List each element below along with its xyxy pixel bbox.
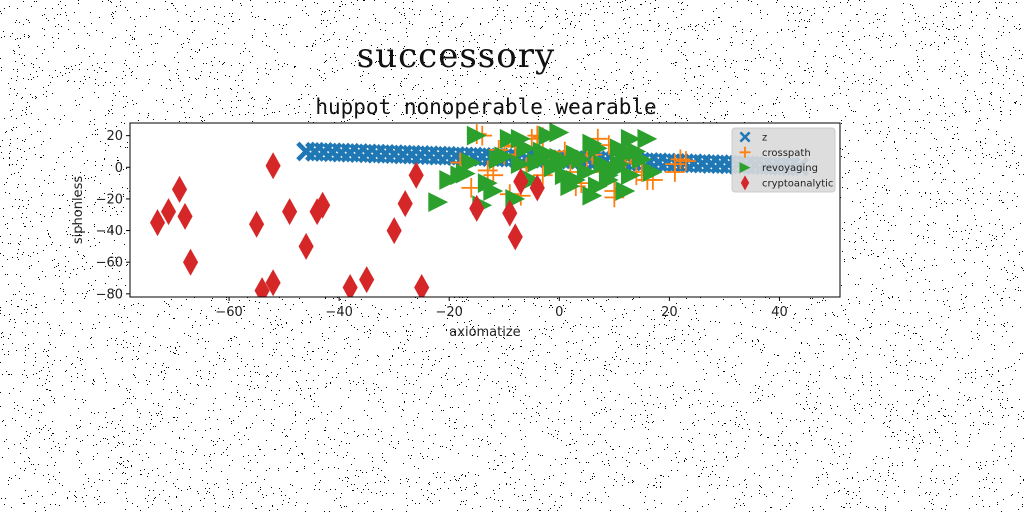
point-revoyaging-5 bbox=[499, 128, 520, 149]
point-revoyaging-46 bbox=[587, 176, 608, 197]
point-cryptoanalytic-9 bbox=[282, 198, 298, 226]
point-revoyaging-38 bbox=[620, 165, 641, 186]
point-revoyaging-41 bbox=[582, 185, 603, 206]
point-cryptoanalytic-10 bbox=[298, 232, 314, 260]
point-cryptoanalytic-15 bbox=[386, 217, 402, 245]
point-cryptoanalytic-4 bbox=[182, 248, 199, 276]
figure-suptitle: successory bbox=[356, 36, 556, 76]
markers-group bbox=[149, 123, 810, 297]
x-tick-label: −20 bbox=[436, 305, 463, 320]
point-revoyaging-25 bbox=[538, 144, 559, 165]
point-revoyaging-19 bbox=[642, 162, 663, 182]
point-crosspath-23 bbox=[477, 160, 498, 181]
point-revoyaging-17 bbox=[620, 128, 641, 149]
point-revoyaging-13 bbox=[576, 162, 597, 182]
x-tick-label: 40 bbox=[771, 305, 788, 320]
y-tick-label: −80 bbox=[96, 287, 123, 302]
point-cryptoanalytic-18 bbox=[414, 274, 430, 297]
legend-label-z: z bbox=[762, 133, 767, 144]
point-cryptoanalytic-21 bbox=[507, 223, 523, 251]
point-revoyaging-48 bbox=[637, 128, 658, 149]
point-crosspath-41 bbox=[664, 162, 685, 182]
point-cryptoanalytic-5 bbox=[249, 210, 265, 238]
point-revoyaging-39 bbox=[494, 146, 515, 167]
point-revoyaging-27 bbox=[571, 149, 592, 170]
point-revoyaging-7 bbox=[521, 170, 542, 190]
y-axis-label: siphonless bbox=[71, 176, 86, 244]
point-revoyaging-29 bbox=[593, 154, 614, 175]
legend-marker-z bbox=[739, 131, 751, 143]
point-revoyaging-22 bbox=[483, 181, 504, 201]
point-revoyaging-9 bbox=[543, 157, 564, 178]
point-cryptoanalytic-19 bbox=[469, 194, 485, 222]
point-revoyaging-2 bbox=[466, 125, 487, 146]
point-cryptoanalytic-0 bbox=[149, 209, 166, 237]
point-cryptoanalytic-23 bbox=[529, 174, 545, 202]
point-revoyaging-42 bbox=[609, 138, 630, 159]
point-revoyaging-0 bbox=[428, 192, 449, 212]
x-tick-label: −40 bbox=[325, 305, 352, 320]
legend-label-crosspath: crosspath bbox=[762, 148, 811, 159]
point-revoyaging-45 bbox=[554, 152, 575, 173]
y-tick-label: −20 bbox=[96, 192, 123, 207]
point-revoyaging-37 bbox=[598, 165, 619, 186]
point-crosspath-8 bbox=[532, 165, 553, 186]
axes-frame bbox=[129, 122, 841, 298]
point-cryptoanalytic-8 bbox=[265, 152, 281, 180]
chart-title: huppot nonoperable wearable bbox=[315, 95, 656, 119]
point-revoyaging-43 bbox=[455, 163, 476, 184]
legend-label-revoyaging: revoyaging bbox=[762, 163, 818, 174]
legend-label-cryptoanalytic: cryptoanalytic bbox=[762, 178, 833, 189]
point-revoyaging-36 bbox=[565, 170, 586, 190]
point-revoyaging-24 bbox=[527, 152, 548, 173]
point-cryptoanalytic-7 bbox=[265, 269, 281, 297]
point-cryptoanalytic-22 bbox=[513, 168, 529, 196]
y-tick-label: −60 bbox=[96, 256, 123, 271]
y-tick-label: 0 bbox=[115, 161, 123, 176]
point-crosspath-22 bbox=[461, 177, 482, 198]
point-crosspath-20 bbox=[670, 149, 691, 170]
legend-marker-cryptoanalytic bbox=[740, 175, 750, 191]
legend-marker-crosspath bbox=[739, 146, 751, 158]
x-tick-label: 20 bbox=[661, 305, 678, 320]
point-revoyaging-28 bbox=[582, 133, 603, 154]
point-revoyaging-11 bbox=[554, 165, 575, 186]
point-cryptoanalytic-3 bbox=[177, 202, 193, 230]
y-tick-label: −40 bbox=[96, 224, 123, 239]
point-cryptoanalytic-13 bbox=[342, 274, 358, 297]
y-tick-label: 20 bbox=[106, 129, 123, 144]
point-cryptoanalytic-6 bbox=[254, 277, 270, 297]
x-tick-label: −60 bbox=[215, 305, 242, 320]
point-cryptoanalytic-17 bbox=[408, 161, 424, 189]
point-revoyaging-32 bbox=[626, 141, 647, 162]
point-cryptoanalytic-16 bbox=[397, 190, 413, 218]
point-cryptoanalytic-12 bbox=[315, 191, 331, 219]
point-revoyaging-47 bbox=[615, 181, 636, 201]
point-cryptoanalytic-1 bbox=[160, 198, 177, 226]
point-revoyaging-6 bbox=[510, 154, 531, 175]
point-cryptoanalytic-2 bbox=[171, 175, 188, 203]
legend-box bbox=[731, 127, 836, 193]
point-revoyaging-21 bbox=[461, 152, 482, 173]
point-cryptoanalytic-20 bbox=[502, 199, 518, 227]
x-axis-label: axiomatize bbox=[449, 325, 520, 340]
point-revoyaging-20 bbox=[439, 170, 460, 190]
point-revoyaging-3 bbox=[477, 173, 498, 194]
point-cryptoanalytic-14 bbox=[359, 266, 375, 294]
point-revoyaging-40 bbox=[538, 125, 559, 146]
x-tick-label: 0 bbox=[555, 305, 563, 320]
point-revoyaging-44 bbox=[510, 128, 531, 149]
point-crosspath-21 bbox=[675, 151, 696, 171]
legend-marker-revoyaging bbox=[739, 162, 751, 174]
